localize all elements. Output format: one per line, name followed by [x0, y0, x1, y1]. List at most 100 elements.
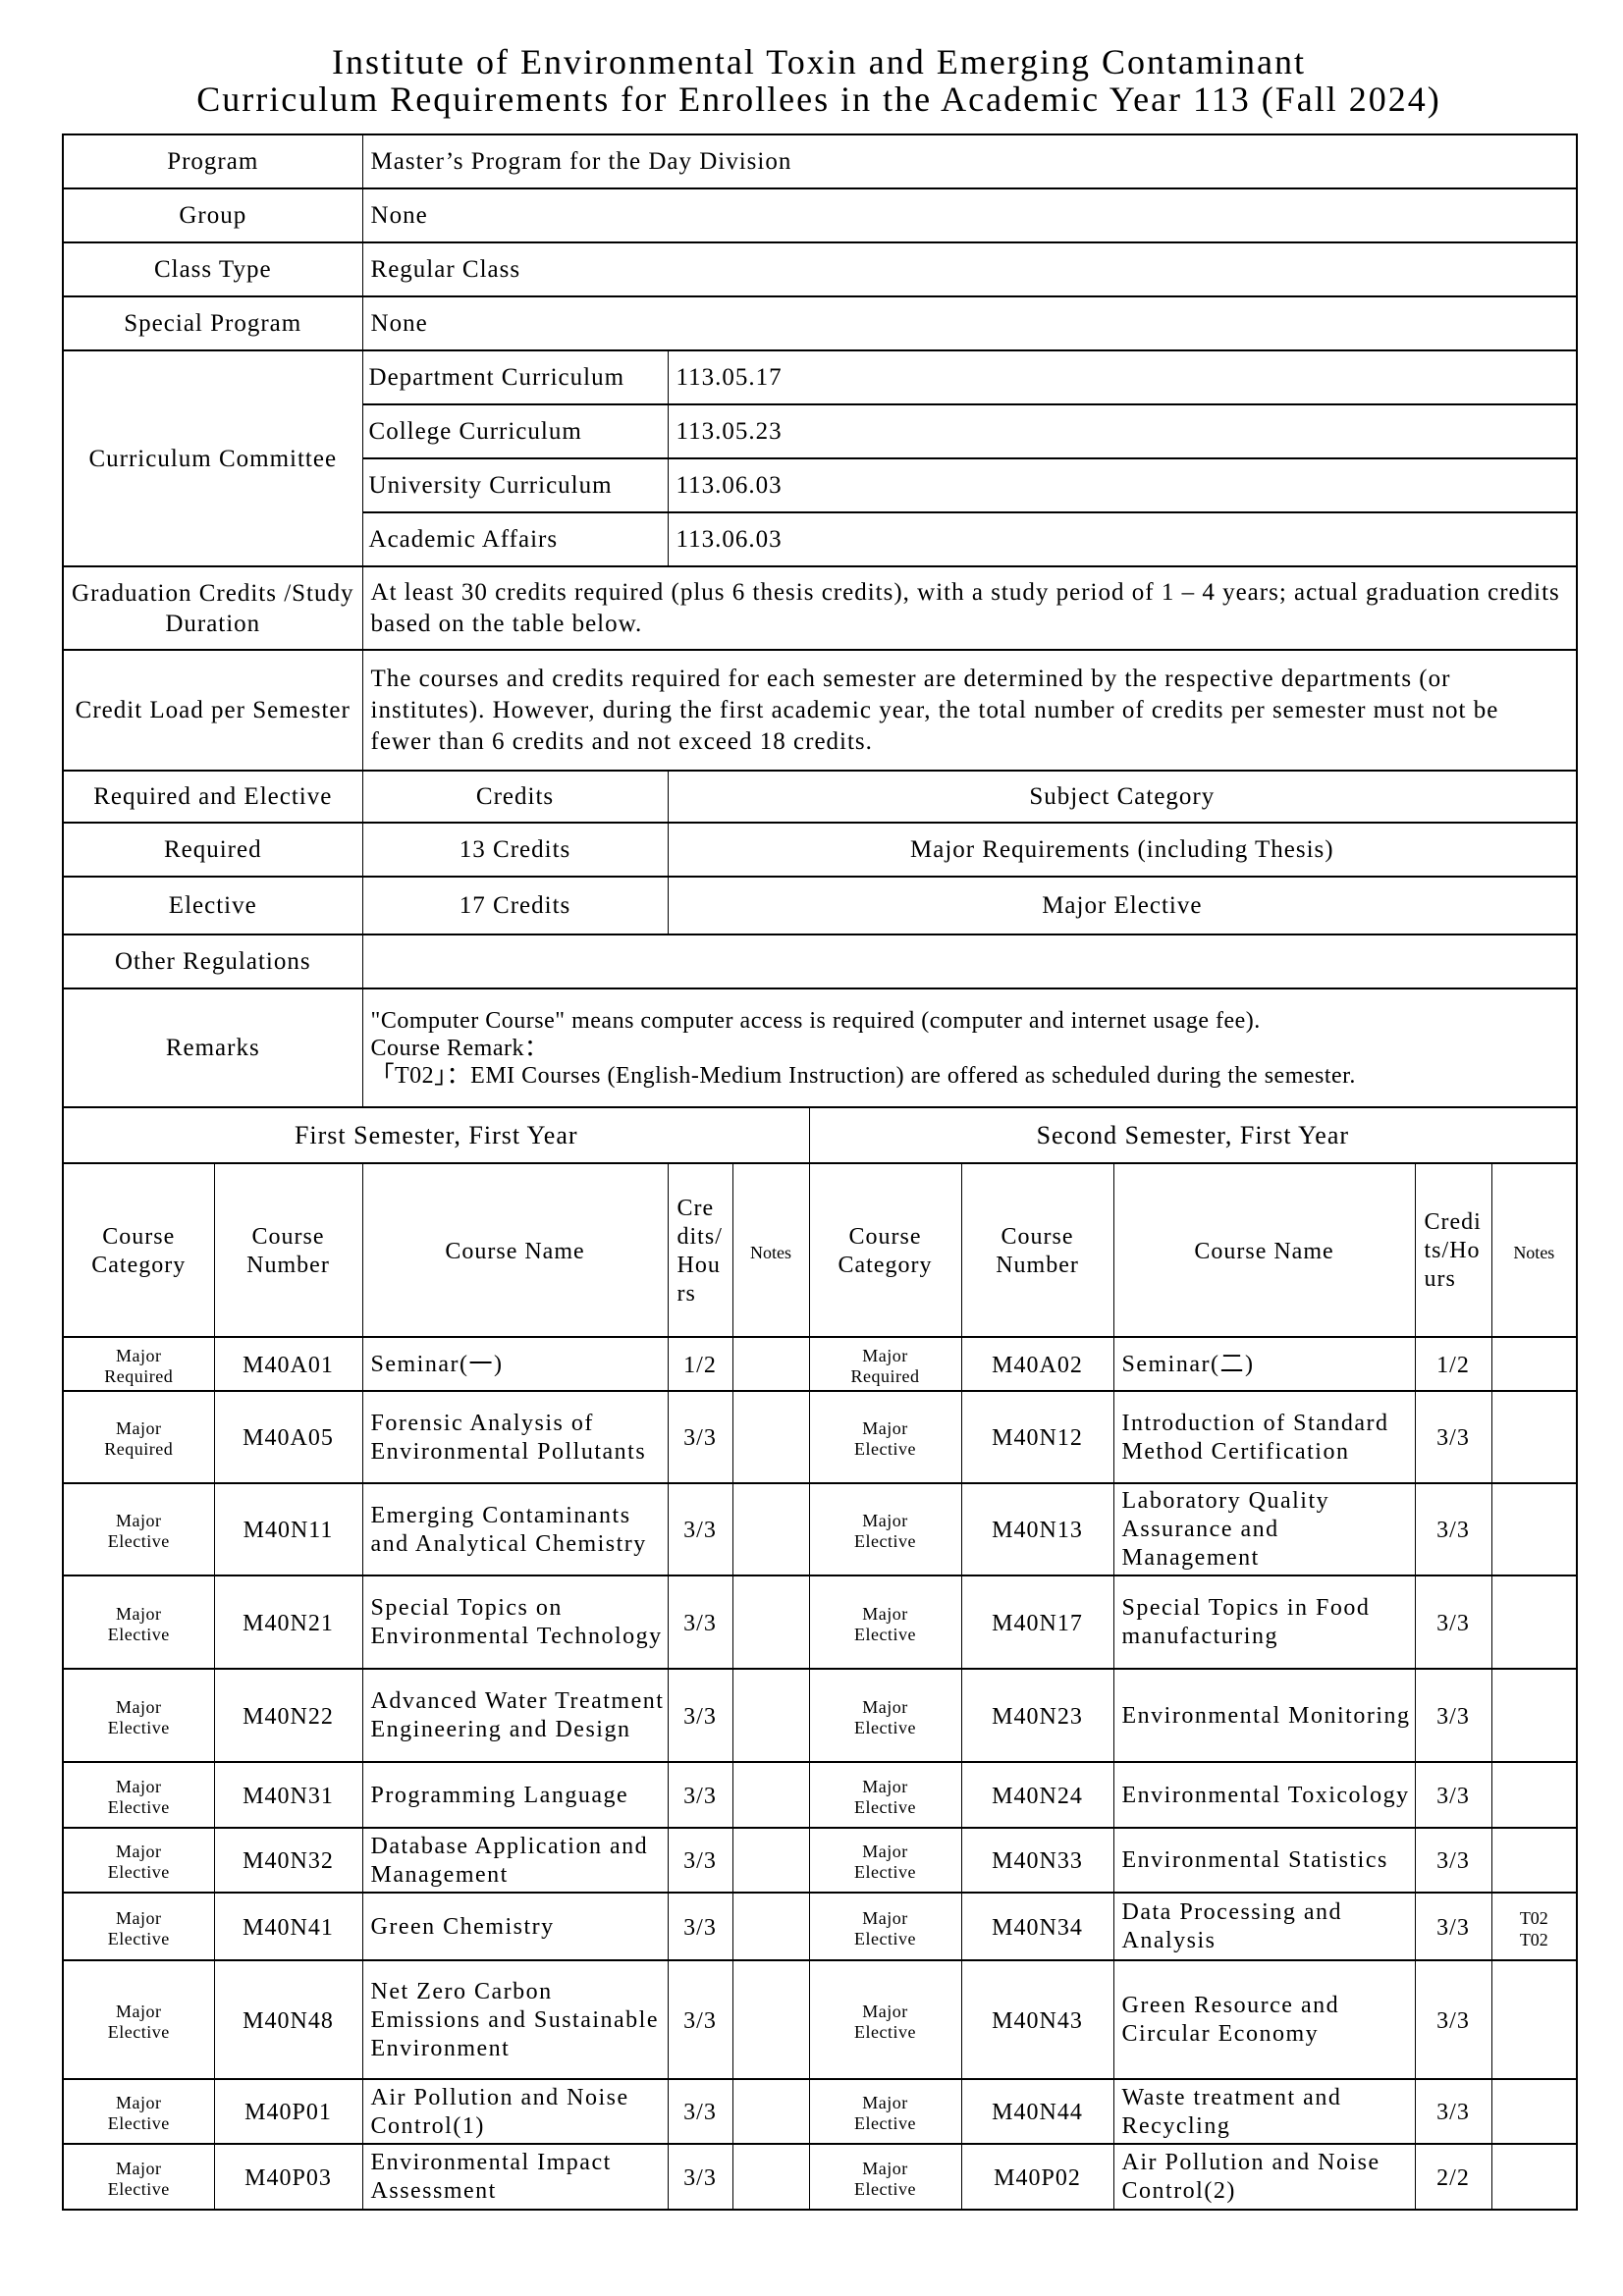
course-category: Major Elective	[62, 2143, 215, 2211]
course-category: Major Elective	[808, 2143, 962, 2211]
course-row-3: Major Elective M40N11 Emerging Contamina…	[62, 1482, 1578, 1576]
course-credits: 3/3	[1414, 1827, 1492, 1894]
credit-load-label: Credit Load per Semester	[62, 649, 363, 772]
course-name: Green Resource and Circular Economy	[1112, 1959, 1416, 2080]
course-credits: 3/3	[1414, 1390, 1492, 1484]
committee-row-academic-affairs: Academic Affairs 113.06.03	[63, 511, 1578, 567]
course-number: M40P01	[213, 2078, 363, 2145]
course-category: Major Elective	[62, 1668, 215, 1763]
course-table-header-row: Course Category Course Number Course Nam…	[62, 1162, 1578, 1338]
course-number: M40N12	[960, 1390, 1114, 1484]
course-credits: 3/3	[667, 1892, 733, 1961]
course-notes	[1490, 1390, 1578, 1484]
course-number: M40N22	[213, 1668, 363, 1763]
graduation-credits-row: Graduation Credits /Study Duration At le…	[62, 565, 1578, 651]
course-notes	[731, 1959, 810, 2080]
committee-university-date: 113.06.03	[667, 457, 1578, 513]
committee-academic-affairs-label: Academic Affairs	[361, 511, 669, 567]
course-row-6: Major Elective M40N31 Programming Langua…	[62, 1761, 1578, 1829]
course-notes	[731, 2143, 810, 2211]
course-credits: 3/3	[1414, 1892, 1492, 1961]
course-credits: 3/3	[667, 1482, 733, 1576]
course-credits: 3/3	[1414, 1761, 1492, 1829]
course-number: M40N11	[213, 1482, 363, 1576]
elective-row: Elective 17 Credits Major Elective	[62, 876, 1578, 935]
course-row-10: Major Elective M40P01 Air Pollution and …	[62, 2078, 1578, 2145]
course-credits: 2/2	[1414, 2143, 1492, 2211]
course-name: Environmental Monitoring	[1112, 1668, 1416, 1763]
subject-category-header: Subject Category	[667, 770, 1578, 824]
course-notes	[731, 1761, 810, 1829]
course-credits: 3/3	[667, 1390, 733, 1484]
course-category: Major Elective	[808, 1827, 962, 1894]
course-credits: 1/2	[1414, 1336, 1492, 1392]
course-notes	[1490, 1959, 1578, 2080]
course-category: Major Required	[808, 1336, 962, 1392]
course-notes	[731, 1668, 810, 1763]
course-number: M40A05	[213, 1390, 363, 1484]
course-number: M40N31	[213, 1761, 363, 1829]
committee-college-date: 113.05.23	[667, 403, 1578, 459]
course-number: M40N34	[960, 1892, 1114, 1961]
elective-credits: 17 Credits	[361, 876, 669, 935]
group-label: Group	[62, 187, 363, 243]
required-row: Required 13 Credits Major Requirements (…	[62, 822, 1578, 878]
course-name: Air Pollution and Noise Control(1)	[361, 2078, 669, 2145]
course-name: Data Processing and Analysis	[1112, 1892, 1416, 1961]
course-credits: 3/3	[667, 1668, 733, 1763]
required-category: Major Requirements (including Thesis)	[667, 822, 1578, 878]
program-label: Program	[62, 133, 363, 189]
committee-department-label: Department Curriculum	[361, 349, 669, 405]
course-number: M40N13	[960, 1482, 1114, 1576]
course-number: M40N44	[960, 2078, 1114, 2145]
graduation-credits-label: Graduation Credits /Study Duration	[62, 565, 363, 651]
first-semester-title: First Semester, First Year	[62, 1106, 810, 1164]
remarks-line-2: Course Remark：	[370, 1035, 549, 1061]
course-number: M40N48	[213, 1959, 363, 2080]
course-name: Special Topics on Environmental Technolo…	[361, 1575, 669, 1670]
course-name: Introduction of Standard Method Certific…	[1112, 1390, 1416, 1484]
col-header-credits-left: Credits/Hours	[667, 1162, 733, 1338]
course-credits: 3/3	[667, 1827, 733, 1894]
course-name: Waste treatment and Recycling	[1112, 2078, 1416, 2145]
semester-header-row: First Semester, First Year Second Semest…	[62, 1106, 1578, 1164]
course-notes	[1490, 2143, 1578, 2211]
course-number: M40N43	[960, 1959, 1114, 2080]
course-category: Major Elective	[808, 2078, 962, 2145]
col-header-number-left: Course Number	[213, 1162, 363, 1338]
course-name: Emerging Contaminants and Analytical Che…	[361, 1482, 669, 1576]
info-row-group: Group None	[62, 187, 1578, 243]
course-number: M40A02	[960, 1336, 1114, 1392]
elective-type: Elective	[62, 876, 363, 935]
course-notes	[1490, 1336, 1578, 1392]
elective-category: Major Elective	[667, 876, 1578, 935]
committee-row-department: Curriculum Committee Department Curricul…	[62, 349, 1578, 567]
course-credits: 3/3	[1414, 1482, 1492, 1576]
course-number: M40N33	[960, 1827, 1114, 1894]
credit-load-row: Credit Load per Semester The courses and…	[62, 649, 1578, 772]
course-category: Major Elective	[808, 1575, 962, 1670]
credit-load-text: The courses and credits required for eac…	[361, 649, 1578, 772]
remarks-row: Remarks "Computer Course" means computer…	[62, 988, 1578, 1108]
col-header-notes-left: Notes	[731, 1162, 810, 1338]
course-category: Major Required	[62, 1390, 215, 1484]
info-row-special-program: Special Program None	[62, 295, 1578, 351]
other-regulations-label: Other Regulations	[62, 934, 363, 989]
info-row-program: Program Master’s Program for the Day Div…	[62, 133, 1578, 189]
course-number: M40P02	[960, 2143, 1114, 2211]
graduation-credits-text: At least 30 credits required (plus 6 the…	[361, 565, 1578, 651]
course-row-5: Major Elective M40N22 Advanced Water Tre…	[62, 1668, 1578, 1763]
remarks-text: "Computer Course" means computer access …	[361, 988, 1578, 1108]
remarks-line-1: "Computer Course" means computer access …	[370, 1007, 1261, 1034]
course-category: Major Elective	[808, 1761, 962, 1829]
course-name: Laboratory Quality Assurance and Managem…	[1112, 1482, 1416, 1576]
other-regulations-row: Other Regulations	[62, 934, 1578, 989]
course-name: Environmental Impact Assessment	[361, 2143, 669, 2211]
required-elective-header: Required and Elective	[62, 770, 363, 824]
course-number: M40N24	[960, 1761, 1114, 1829]
course-row-11: Major Elective M40P03 Environmental Impa…	[62, 2143, 1578, 2211]
course-name: Seminar(二)	[1112, 1336, 1416, 1392]
col-header-number-right: Course Number	[960, 1162, 1114, 1338]
course-row-7: Major Elective M40N32 Database Applicati…	[62, 1827, 1578, 1894]
credits-header: Credits	[361, 770, 669, 824]
